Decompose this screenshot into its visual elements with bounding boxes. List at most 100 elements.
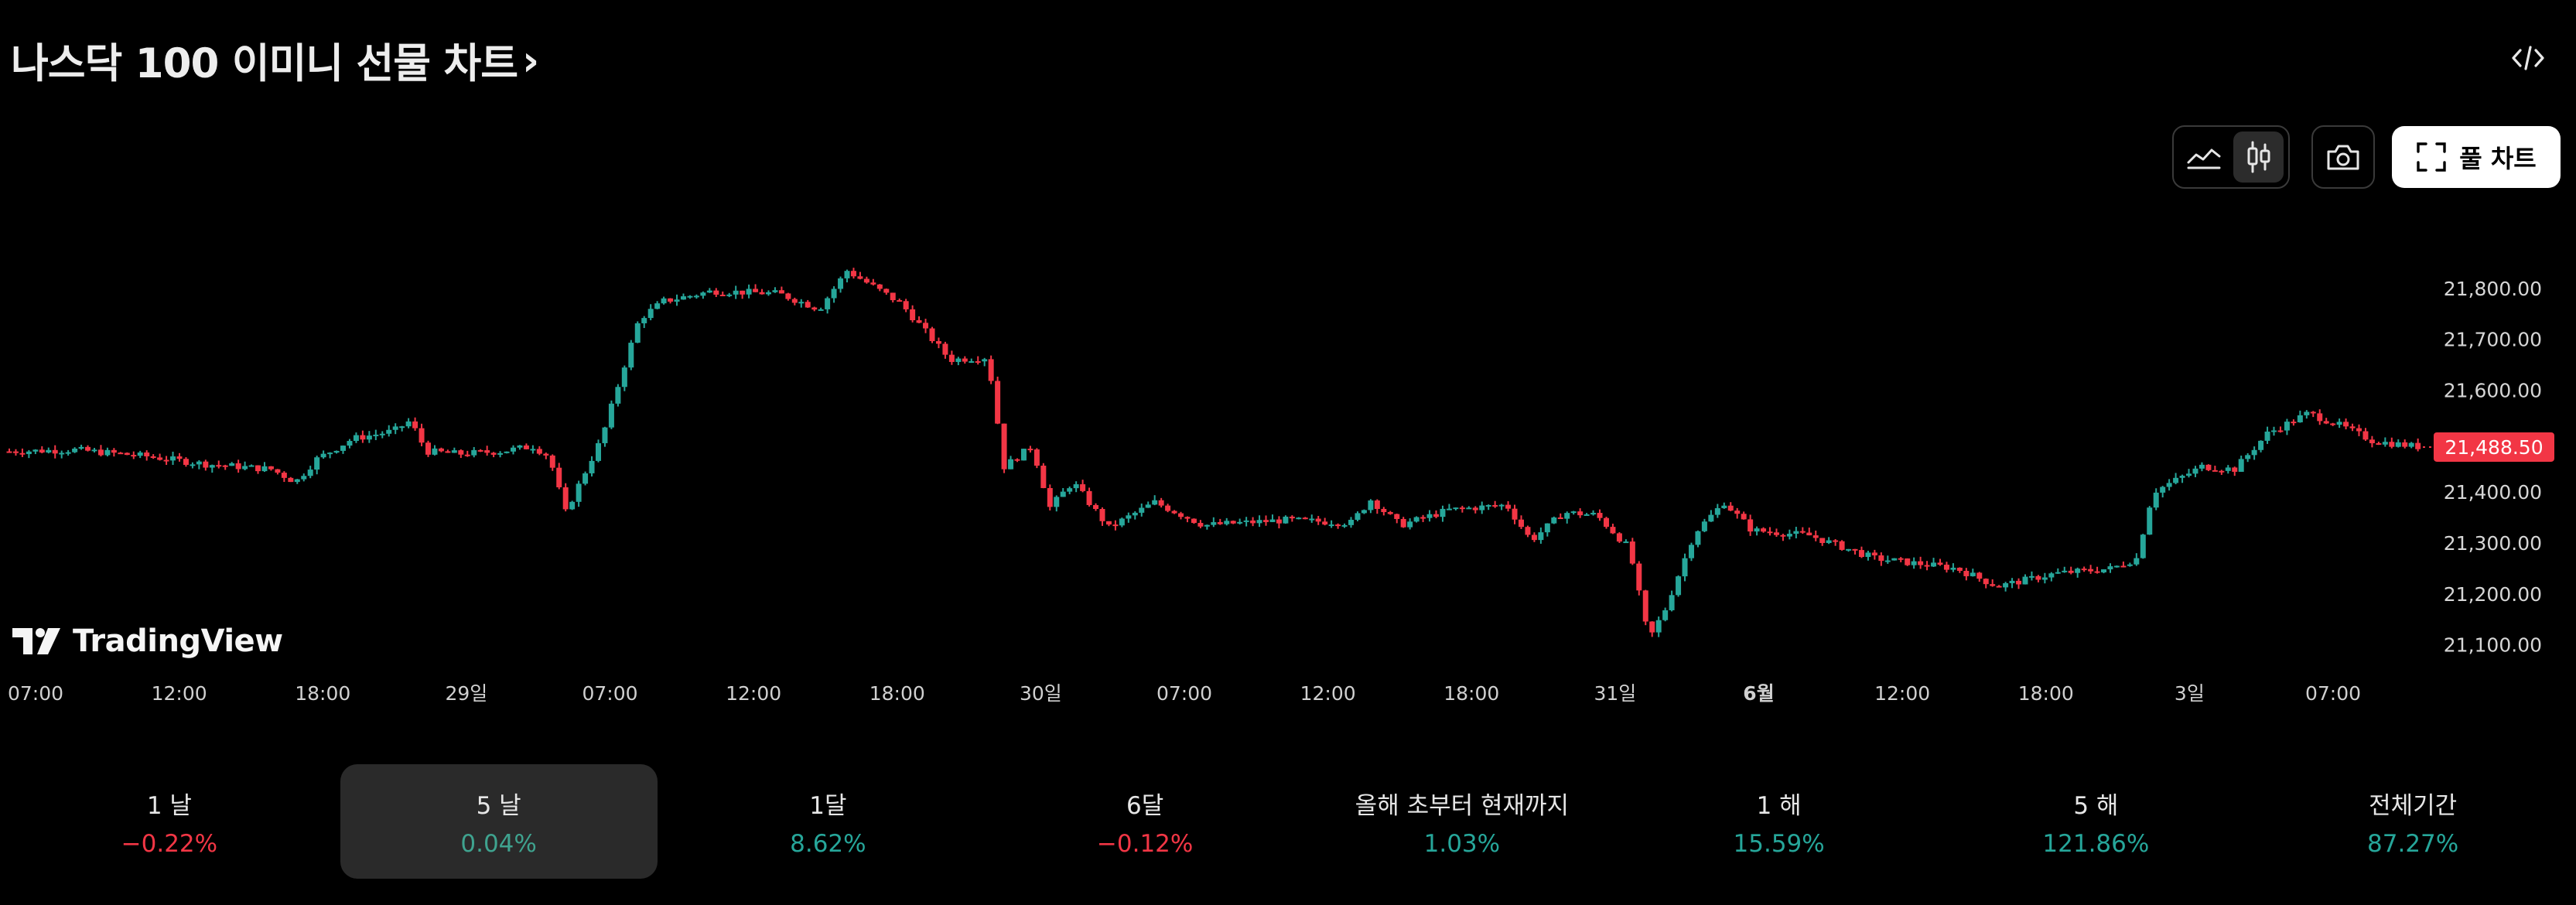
candle-body xyxy=(1525,527,1531,535)
x-tick-label: 18:00 xyxy=(295,682,350,705)
period-tab[interactable]: 1 날 −0.22% xyxy=(11,764,328,879)
code-icon xyxy=(2512,46,2544,70)
candle-body xyxy=(1126,515,1132,519)
period-tab[interactable]: 1 해 15.59% xyxy=(1621,764,1938,879)
candle-body xyxy=(1374,500,1380,509)
period-tab[interactable]: 1달 8.62% xyxy=(670,764,987,879)
period-tab[interactable]: 6달 −0.12% xyxy=(986,764,1303,879)
candle-body xyxy=(1413,517,1420,522)
candle-body xyxy=(32,449,39,452)
tradingview-logo[interactable]: TradingView xyxy=(12,623,283,659)
candle-body xyxy=(2245,455,2251,459)
candle-body xyxy=(615,387,621,404)
candle-body xyxy=(1073,484,1079,489)
candle-body xyxy=(85,446,91,451)
full-chart-button[interactable]: 풀 차트 xyxy=(2392,126,2561,188)
candle-body xyxy=(2016,580,2022,585)
candle-body xyxy=(2028,575,2034,578)
candle-body xyxy=(124,452,130,456)
candle-body xyxy=(583,473,589,484)
candle-body xyxy=(26,451,32,455)
candle-body xyxy=(464,454,470,456)
x-tick-label: 30일 xyxy=(1020,682,1062,705)
candle-body xyxy=(1341,524,1348,527)
snapshot-button[interactable] xyxy=(2311,125,2375,189)
candle-body xyxy=(438,448,444,452)
period-change: 15.59% xyxy=(1733,829,1825,858)
candle-body xyxy=(883,289,890,293)
candle-body xyxy=(2323,421,2329,424)
candle-body xyxy=(2264,431,2270,441)
candle-body xyxy=(347,441,353,446)
candle-body xyxy=(1793,531,1799,534)
period-change: 87.27% xyxy=(2367,829,2459,858)
candle-body xyxy=(510,447,516,452)
candle-body xyxy=(2349,426,2356,429)
candle-body xyxy=(2113,565,2120,568)
candle-body xyxy=(2088,569,2094,572)
candle-body xyxy=(969,360,975,363)
candle-body xyxy=(2186,473,2192,476)
candle-body xyxy=(1256,520,1262,524)
candle-body xyxy=(576,483,582,502)
candlestick-button[interactable] xyxy=(2233,131,2284,183)
camera-icon xyxy=(2327,145,2359,170)
price-chart[interactable]: 21,100.0021,200.0021,300.0021,400.0021,5… xyxy=(0,217,2576,743)
candle-body xyxy=(373,434,379,436)
candle-body xyxy=(1590,513,1597,515)
candle-body xyxy=(12,451,19,453)
candle-body xyxy=(831,289,837,299)
candle-body xyxy=(1577,511,1584,516)
candle-body xyxy=(1786,534,1792,537)
candle-body xyxy=(163,459,169,462)
candle-body xyxy=(477,449,483,452)
candle-body xyxy=(150,456,156,458)
candle-body xyxy=(876,284,883,289)
candle-body xyxy=(1093,504,1099,509)
candle-body xyxy=(6,451,12,453)
title-text[interactable]: 나스닥 100 이미니 선물 차트 xyxy=(11,40,518,87)
x-tick-label: 29일 xyxy=(445,682,487,705)
candle-body xyxy=(1426,514,1433,518)
candle-body xyxy=(1479,505,1485,511)
candle-body xyxy=(176,456,183,459)
candle-body xyxy=(78,446,84,449)
candle-body xyxy=(2134,558,2140,565)
area-chart-button[interactable] xyxy=(2178,131,2229,183)
candle-body xyxy=(798,302,805,304)
candle-body xyxy=(2258,440,2264,450)
candle-body xyxy=(1014,459,1020,461)
candle-body xyxy=(1649,621,1655,633)
candle-body xyxy=(1924,565,1930,567)
y-tick-label: 21,800.00 xyxy=(2444,278,2542,300)
candle-body xyxy=(608,403,614,428)
period-tab[interactable]: 5 날 0.04% xyxy=(340,764,658,879)
chevron-right-icon[interactable]: › xyxy=(522,36,539,85)
period-tab[interactable]: 올해 초부터 현재까지 1.03% xyxy=(1303,764,1621,879)
candle-body xyxy=(1669,595,1675,610)
candle-body xyxy=(1990,584,1996,586)
candle-body xyxy=(1616,533,1622,542)
candle-body xyxy=(1518,519,1524,528)
candle-body xyxy=(1250,520,1256,524)
candle-body xyxy=(97,449,104,456)
period-tab[interactable]: 전체기간 87.27% xyxy=(2254,764,2571,879)
candle-body xyxy=(340,446,347,451)
candle-body xyxy=(1688,545,1694,558)
period-label: 1 날 xyxy=(146,791,192,820)
candle-body xyxy=(1676,576,1682,596)
candle-body xyxy=(1682,558,1688,577)
candle-body xyxy=(294,479,300,483)
candle-body xyxy=(2041,577,2048,580)
period-tab[interactable]: 5 해 121.86% xyxy=(1938,764,2255,879)
candle-body xyxy=(2336,422,2342,425)
x-tick-label: 18:00 xyxy=(2018,682,2074,705)
page-title[interactable]: 나스닥 100 이미니 선물 차트 › xyxy=(11,31,539,90)
candle-body xyxy=(995,381,1001,424)
embed-code-button[interactable] xyxy=(2500,39,2556,77)
candle-body xyxy=(818,309,824,311)
candle-body xyxy=(693,295,699,298)
candle-body xyxy=(1905,558,1911,565)
period-label: 올해 초부터 현재까지 xyxy=(1355,791,1570,820)
candle-body xyxy=(719,294,726,296)
